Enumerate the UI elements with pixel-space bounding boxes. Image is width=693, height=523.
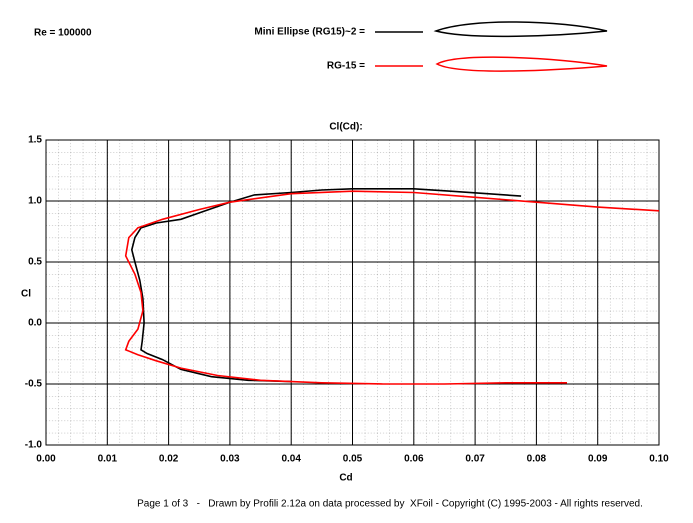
annotation: Re = 100000 xyxy=(34,28,92,39)
x-tick-label: 0.08 xyxy=(527,454,547,465)
x-tick-label: 0.02 xyxy=(159,454,179,465)
y-tick-label: 0.0 xyxy=(28,318,42,329)
legend-label: Mini Ellipse (RG15)~2 = xyxy=(254,27,365,38)
x-tick-label: 0.07 xyxy=(465,454,485,465)
airfoil-icon xyxy=(435,56,608,72)
x-tick-label: 0.09 xyxy=(588,454,608,465)
x-axis-label: Cd xyxy=(339,473,352,484)
series-line xyxy=(130,188,522,383)
x-tick-label: 0.10 xyxy=(649,454,669,465)
y-tick-label: -0.5 xyxy=(25,379,43,390)
series-line xyxy=(124,190,660,385)
y-tick-label: 0.5 xyxy=(28,257,42,268)
x-tick-label: 0.00 xyxy=(36,454,56,465)
x-tick-label: 0.05 xyxy=(343,454,363,465)
y-axis-label: Cl xyxy=(21,289,31,300)
y-tick-label: -1.0 xyxy=(25,440,43,451)
y-tick-label: 1.5 xyxy=(28,135,42,146)
airfoil-icon xyxy=(433,21,608,38)
legend-label: RG-15 = xyxy=(327,61,365,72)
y-tick-label: 1.0 xyxy=(28,196,42,207)
x-tick-label: 0.01 xyxy=(98,454,118,465)
footer: Page 1 of 3 - Drawn by Profili 2.12a on … xyxy=(137,499,643,510)
x-tick-label: 0.06 xyxy=(404,454,424,465)
plot-frame xyxy=(45,139,660,446)
x-tick-label: 0.04 xyxy=(281,454,301,465)
chart-title: Cl(Cd): xyxy=(329,122,362,133)
x-tick-label: 0.03 xyxy=(220,454,240,465)
